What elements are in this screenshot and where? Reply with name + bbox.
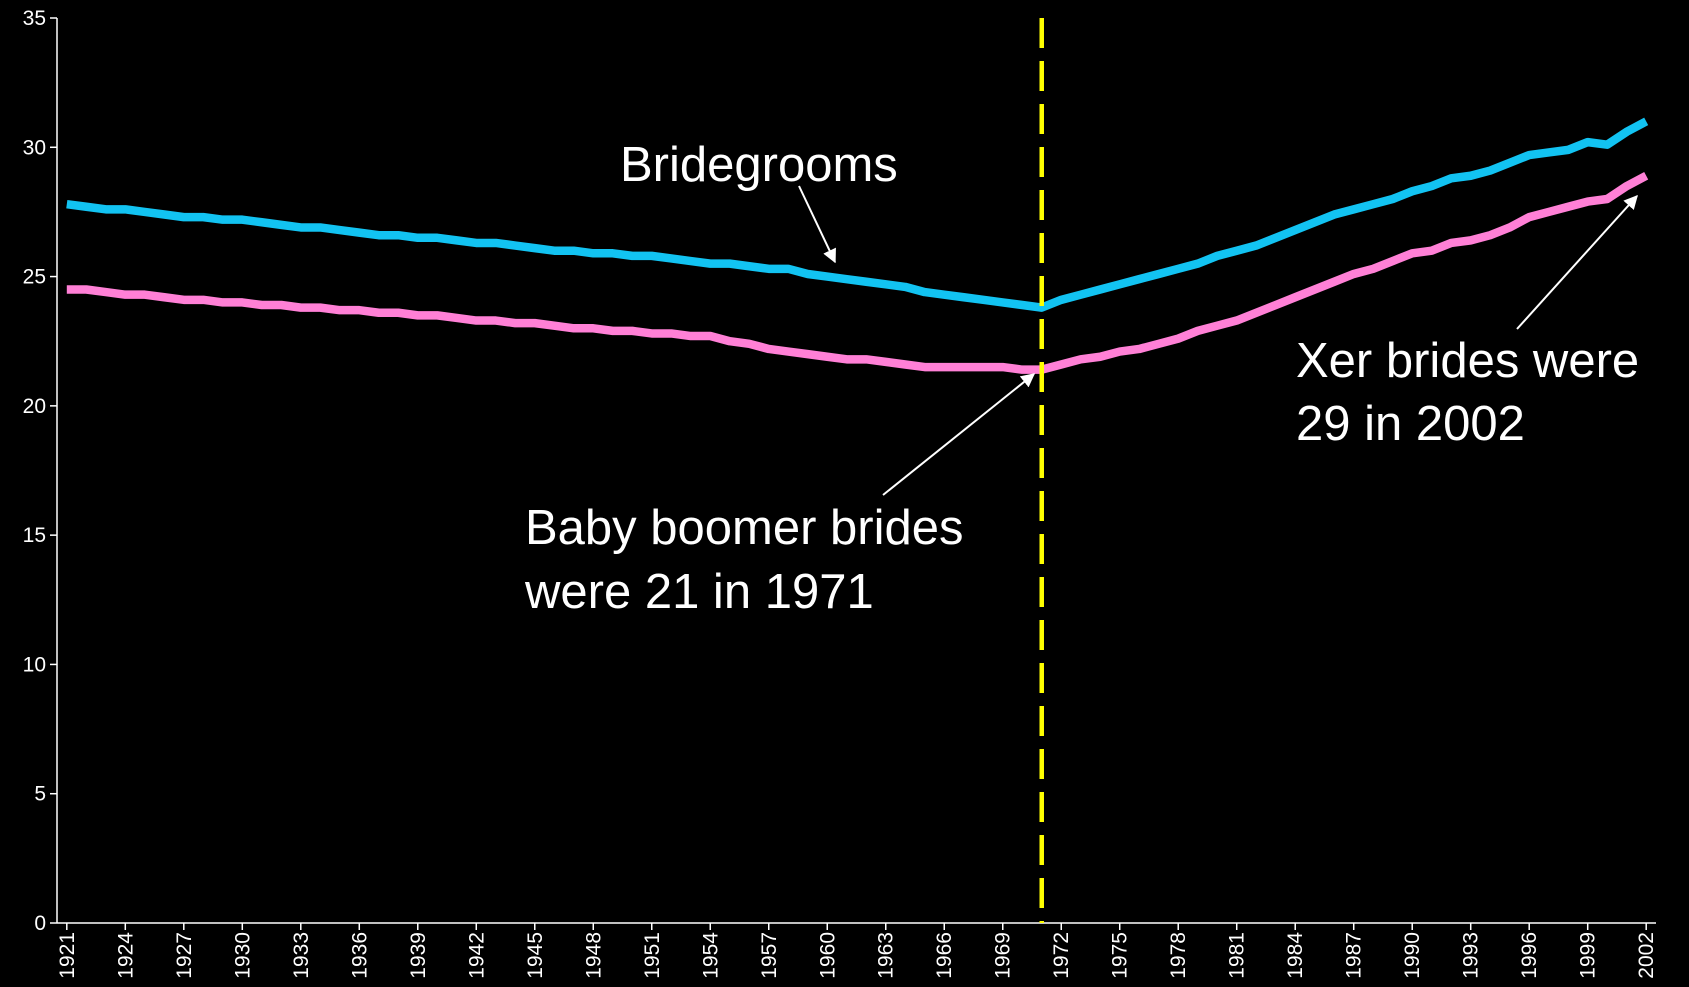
x-tick-label: 1924: [114, 932, 137, 979]
x-tick-label: 1996: [1518, 932, 1541, 979]
x-tick-label: 1933: [290, 932, 313, 979]
x-tick-label: 1978: [1167, 932, 1190, 979]
x-tick-label: 1948: [582, 932, 605, 979]
x-tick-label: 1981: [1226, 932, 1249, 979]
annotations: Bridegrooms Baby boomer brides were 21 i…: [524, 138, 1639, 619]
x-tick-label: 1990: [1401, 932, 1424, 979]
series-line: [66, 171, 1649, 374]
y-tick-label: 35: [23, 7, 46, 30]
x-tick-label: 1993: [1460, 932, 1483, 979]
y-tick-label: 5: [34, 783, 46, 806]
y-tick-label: 20: [23, 395, 46, 418]
x-tick-label: 2002: [1635, 932, 1658, 979]
y-tick-label: 0: [34, 912, 46, 935]
x-tick-label: 1957: [758, 932, 781, 979]
y-tick-label: 10: [23, 653, 46, 676]
x-tick-label: 1930: [231, 932, 254, 979]
x-tick-label: 1972: [1050, 932, 1073, 979]
x-tick-label: 1927: [173, 932, 196, 979]
annotation-arrow: [798, 185, 836, 264]
x-tick-label: 1939: [407, 932, 430, 979]
x-tick-label: 1975: [1109, 932, 1132, 979]
annotation-arrow: [882, 373, 1036, 496]
x-tick-label: 1942: [465, 932, 488, 979]
x-tick-label: 1951: [641, 932, 664, 979]
plot-area: [66, 18, 1649, 923]
annotation-arrow: [1516, 194, 1638, 330]
x-tick-label: 1969: [992, 932, 1015, 979]
y-tick-label: 25: [23, 266, 46, 289]
y-tick-label: 15: [23, 524, 46, 547]
annotation-text: Xer brides were: [1296, 334, 1639, 388]
annotation-text: Baby boomer brides: [525, 501, 964, 555]
x-tick-label: 1945: [524, 932, 547, 979]
x-tick-label: 1921: [56, 932, 79, 979]
y-tick-label: 30: [23, 136, 46, 159]
x-tick-label: 1960: [816, 932, 839, 979]
x-tick-label: 1984: [1284, 932, 1307, 979]
x-tick-label: 1936: [348, 932, 371, 979]
x-tick-label: 1987: [1343, 932, 1366, 979]
series-label: Bridegrooms: [620, 138, 898, 192]
axes: 0 5 10 15 20 25 30 35 1921 1924 1927 1930 1933 1936 19…: [23, 7, 1659, 979]
x-tick-label: 1954: [699, 932, 722, 979]
annotation-text: 29 in 2002: [1296, 397, 1525, 451]
x-tick-label: 1999: [1577, 932, 1600, 979]
x-tick-label: 1963: [875, 932, 898, 979]
annotation-text: were 21 in 1971: [524, 565, 874, 619]
x-tick-label: 1966: [933, 932, 956, 979]
series-line: [66, 117, 1649, 312]
